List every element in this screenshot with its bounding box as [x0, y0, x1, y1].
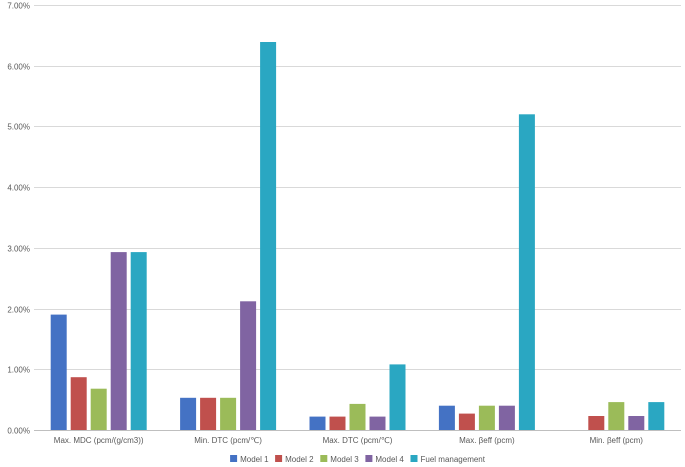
bar-model-1-2 [309, 416, 326, 430]
legend-label-model-1: Model 1 [240, 455, 269, 464]
y-axis-tick-labels: 0.00% 1.00% 2.00% 3.00% 4.00% 5.00% 6.00% 7.00% [7, 2, 30, 436]
bar-model-1-3 [438, 405, 455, 430]
legend-label-model-2: Model 2 [285, 455, 314, 464]
bar-model-2-0 [70, 377, 87, 430]
category-label: Min. βeff (pcm) [590, 436, 644, 445]
bar-fuel-management-1 [260, 42, 277, 430]
bars [50, 42, 665, 431]
bar-model-3-3 [478, 405, 495, 430]
bar-fuel-management-2 [389, 364, 406, 430]
y-tick-label: 4.00% [7, 184, 30, 193]
y-tick-label: 1.00% [7, 366, 30, 375]
legend-label-model-3: Model 3 [330, 455, 359, 464]
legend: Model 1 Model 2 Model 3 Model 4 Fuel managem… [230, 455, 486, 464]
legend-swatch-model-4 [365, 455, 373, 462]
legend-swatch-fuel-management [410, 455, 418, 462]
bar-model-3-0 [90, 388, 107, 430]
y-tick-label: 3.00% [7, 245, 30, 254]
bar-model-1-1 [180, 397, 197, 430]
bar-fuel-management-0 [130, 252, 147, 430]
category-label: Min. DTC (pcm/℃) [194, 436, 262, 445]
bar-fuel-management-4 [648, 402, 665, 430]
bar-model-4-2 [369, 416, 386, 430]
bar-model-4-3 [498, 405, 515, 430]
bar-model-2-3 [458, 413, 475, 430]
category-label: Max. DTC (pcm/℃) [323, 436, 393, 445]
y-tick-label: 0.00% [7, 427, 30, 436]
legend-swatch-model-3 [320, 455, 328, 462]
y-tick-label: 5.00% [7, 123, 30, 132]
legend-swatch-model-2 [275, 455, 283, 462]
legend-label-model-4: Model 4 [375, 455, 404, 464]
bar-model-3-2 [349, 403, 366, 430]
bar-model-2-2 [329, 416, 346, 430]
bar-model-2-4 [588, 416, 605, 430]
bar-model-3-4 [608, 402, 625, 430]
y-tick-label: 6.00% [7, 63, 30, 72]
x-axis-category-labels: Max. MDC (pcm/(g/cm3)) Min. DTC (pcm/℃) Ma… [54, 436, 643, 445]
legend-swatch-model-1 [230, 455, 238, 462]
bar-fuel-management-3 [518, 114, 535, 431]
bar-model-4-0 [110, 252, 127, 430]
category-label: Max. βeff (pcm) [459, 436, 515, 445]
category-label: Max. MDC (pcm/(g/cm3)) [54, 436, 144, 445]
bar-model-3-1 [220, 397, 237, 430]
y-tick-label: 7.00% [7, 2, 30, 11]
bar-model-4-4 [628, 416, 645, 430]
legend-label-fuel-management: Fuel management [421, 455, 486, 464]
bar-model-4-1 [240, 301, 257, 430]
y-tick-label: 2.00% [7, 306, 30, 315]
bar-model-1-0 [50, 314, 67, 430]
bar-model-2-1 [200, 397, 217, 430]
